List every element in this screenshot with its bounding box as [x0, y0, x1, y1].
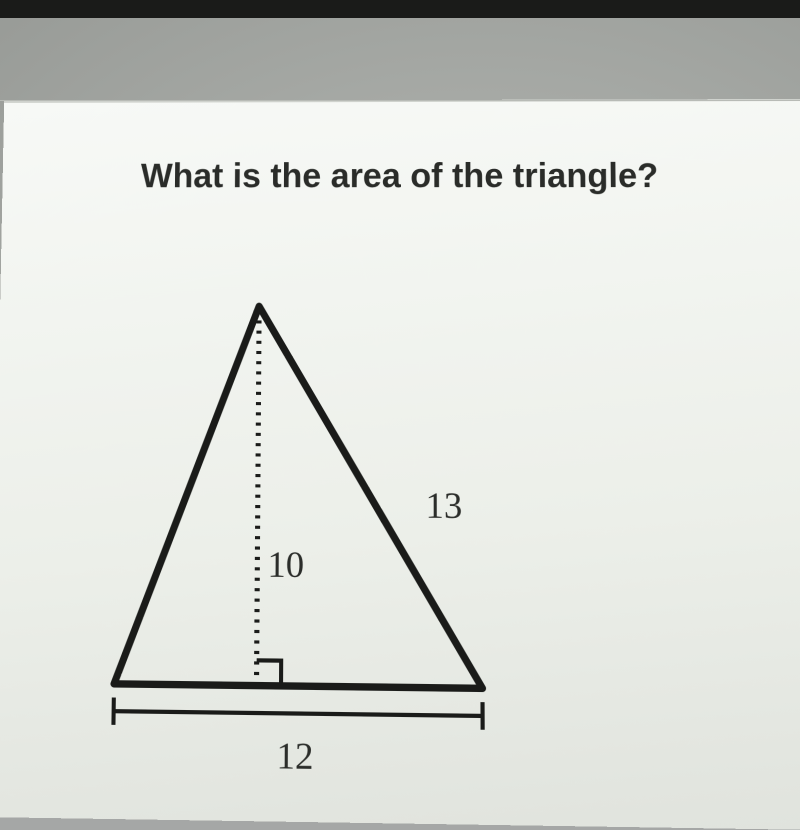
window-top-bar — [0, 0, 800, 18]
triangle-height-line — [256, 310, 259, 685]
label-height: 10 — [267, 542, 304, 586]
label-base: 12 — [276, 733, 313, 778]
label-side: 13 — [425, 483, 462, 527]
page-separator — [0, 100, 800, 101]
base-dimension-line — [114, 711, 483, 716]
triangle-figure: 13 10 12 — [77, 278, 508, 769]
document-page: What is the area of the triangle? 13 10 … — [0, 99, 800, 830]
photo-background: What is the area of the triangle? 13 10 … — [0, 0, 800, 800]
question-text: What is the area of the triangle? — [141, 157, 659, 196]
